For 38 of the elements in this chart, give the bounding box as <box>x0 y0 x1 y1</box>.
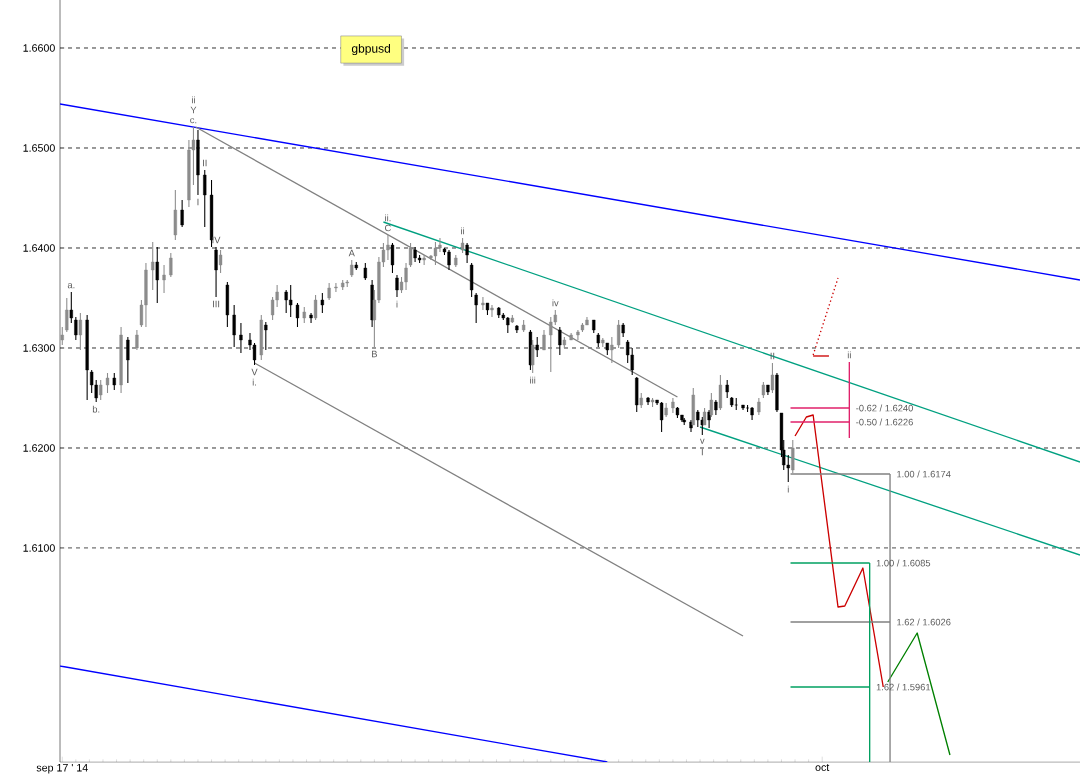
annotation: c. <box>190 118 197 124</box>
annotation: B <box>372 350 377 358</box>
text: gbpusd <box>351 43 390 56</box>
annotation: IV <box>212 236 221 244</box>
annotation: ii <box>847 351 851 359</box>
annotation: I <box>197 198 199 206</box>
annotation: 1.00 / 1.6174 <box>897 470 951 478</box>
x-tick-label: sep 17 ' 14 <box>36 764 88 774</box>
annotation: ii <box>191 96 195 104</box>
annotation: a. <box>67 283 75 289</box>
annotation: -0.50 / 1.6226 <box>856 418 913 426</box>
annotation: iv <box>552 299 559 307</box>
annotation: I <box>701 448 703 456</box>
y-tick-label: 1.6200 <box>23 444 55 452</box>
annotation: i <box>787 485 789 493</box>
annotation: i <box>396 300 398 308</box>
annotation: V <box>251 368 258 376</box>
y-tick-label: 1.6400 <box>23 244 55 252</box>
annotation: Y <box>190 106 197 114</box>
annotation: A <box>348 249 355 257</box>
y-tick-label: 1.6600 <box>23 44 55 52</box>
annotation: III <box>213 300 220 308</box>
annotation: C <box>385 224 391 232</box>
annotation: 1.00 / 1.6085 <box>876 559 931 567</box>
annotation: II <box>203 159 207 167</box>
x-tick-label: oct <box>815 764 830 772</box>
annotation: ii <box>461 227 465 235</box>
y-tick-label: 1.6500 <box>23 144 55 152</box>
annotation: i. <box>252 378 256 386</box>
y-tick-label: 1.6300 <box>23 344 55 352</box>
annotation: iii <box>530 376 536 384</box>
annotation: -0.62 / 1.6240 <box>856 404 913 412</box>
annotation: II <box>770 352 775 360</box>
annotation: b. <box>92 405 100 413</box>
y-tick-label: 1.6100 <box>23 544 55 552</box>
annotation: v <box>700 438 705 444</box>
annotation: ii. <box>385 214 391 222</box>
annotation: 1.62 / 1.6026 <box>897 618 951 626</box>
